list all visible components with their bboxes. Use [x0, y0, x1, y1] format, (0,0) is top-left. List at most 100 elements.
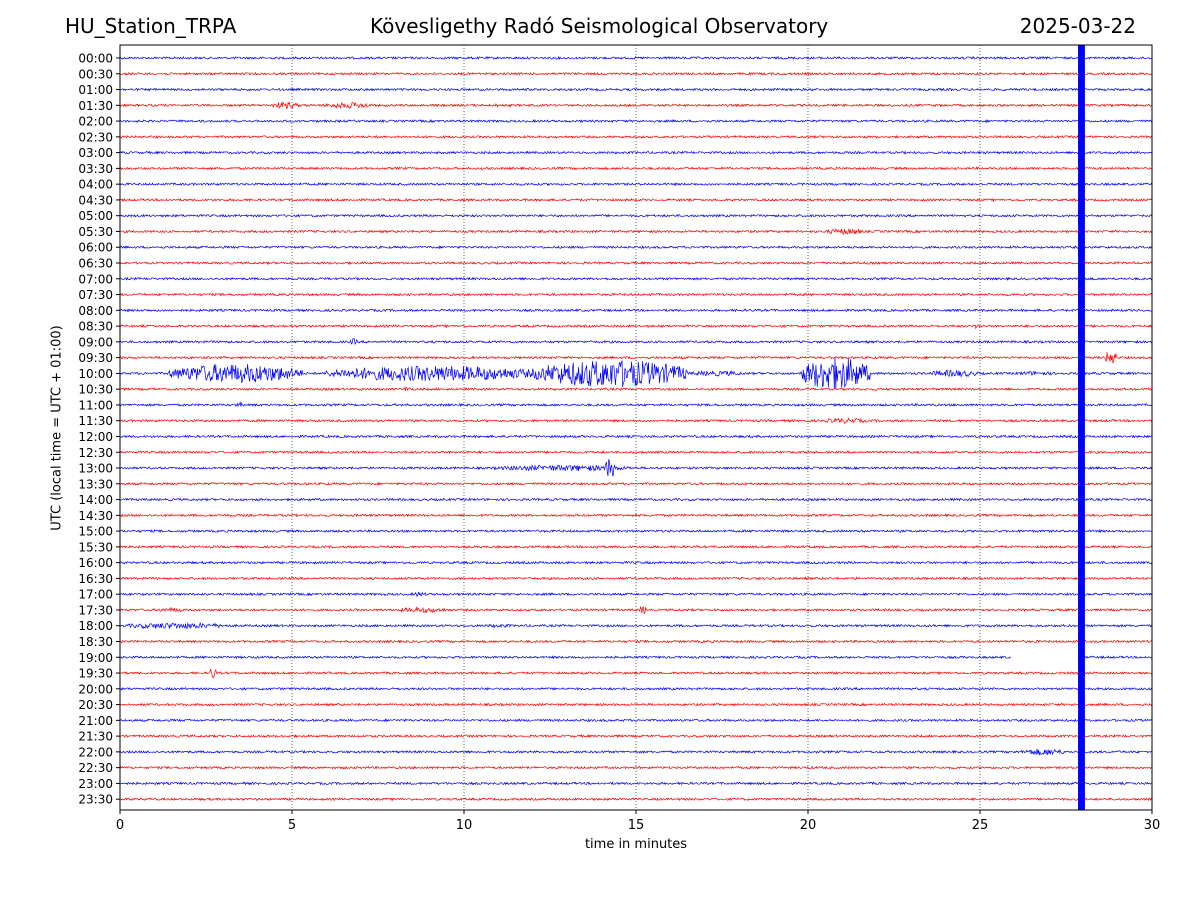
- trace-1830: [119, 639, 1153, 644]
- trace-0530: [119, 227, 1153, 236]
- y-tick-label: 06:00: [78, 241, 113, 255]
- station-title: HU_Station_TRPA: [65, 14, 237, 38]
- y-tick-label: 14:00: [78, 493, 113, 507]
- trace-2230: [119, 765, 1153, 770]
- y-tick-label: 21:30: [78, 730, 113, 744]
- trace-1930: [119, 667, 1153, 679]
- trace-2000: [119, 686, 1153, 691]
- y-tick-label: 14:30: [78, 509, 113, 523]
- trace-0330: [119, 166, 1153, 171]
- trace-2300: [119, 781, 1153, 786]
- y-tick-label: 08:00: [78, 304, 113, 318]
- x-tick-label: 10: [456, 818, 473, 833]
- trace-0730: [119, 292, 1153, 297]
- y-tick-label: 03:30: [78, 162, 113, 176]
- y-tick-label: 19:00: [78, 651, 113, 665]
- y-tick-label: 11:30: [78, 414, 113, 428]
- trace-1700: [119, 591, 1153, 598]
- y-tick-label: 08:30: [78, 320, 113, 334]
- x-tick-label: 30: [1144, 818, 1161, 833]
- y-tick-label: 09:00: [78, 335, 113, 349]
- x-tick-label: 20: [800, 818, 817, 833]
- y-tick-label: 05:30: [78, 225, 113, 239]
- trace-0700: [119, 276, 1153, 281]
- plot-frame: [119, 44, 1153, 811]
- y-tick-label: 06:30: [78, 257, 113, 271]
- y-tick-label: 22:00: [78, 745, 113, 759]
- trace-1400: [119, 497, 1153, 502]
- y-axis-label: UTC (local time = UTC + 01:00): [49, 325, 65, 531]
- y-tick-label: 09:30: [78, 351, 113, 365]
- observatory-title: Kövesligethy Radó Seismological Observat…: [370, 14, 829, 38]
- trace-1130: [119, 417, 1153, 424]
- trace-0130: [119, 101, 1153, 110]
- trace-1230: [119, 450, 1153, 455]
- saturated-band: [1078, 45, 1085, 810]
- y-tick-label: 17:30: [78, 603, 113, 617]
- trace-1300: [120, 458, 1153, 477]
- y-tick-label: 04:30: [78, 193, 113, 207]
- trace-1900: [119, 655, 1153, 660]
- trace-1600: [119, 560, 1153, 565]
- x-tick-label: 0: [116, 818, 124, 833]
- y-tick-label: 01:30: [78, 99, 113, 113]
- trace-0800: [119, 308, 1152, 313]
- y-tick-label: 18:30: [78, 635, 113, 649]
- trace-2100: [119, 718, 1153, 723]
- trace-2130: [119, 733, 1153, 739]
- trace-0630: [119, 260, 1153, 266]
- trace-0600: [119, 245, 1153, 250]
- y-tick-label: 13:30: [78, 477, 113, 491]
- y-tick-label: 21:00: [78, 714, 113, 728]
- y-tick-label: 20:00: [78, 682, 113, 696]
- y-tick-label: 15:00: [78, 525, 113, 539]
- trace-0000: [119, 55, 1152, 61]
- trace-1100: [119, 401, 1153, 408]
- trace-0900: [119, 338, 1153, 346]
- y-tick-label: 11:00: [78, 398, 113, 412]
- y-tick-label: 03:00: [78, 146, 113, 160]
- y-tick-label: 13:00: [78, 462, 113, 476]
- trace-1630: [119, 576, 1153, 581]
- date-title: 2025-03-22: [1019, 14, 1136, 38]
- trace-1030: [119, 386, 1153, 392]
- y-tick-label: 01:00: [78, 83, 113, 97]
- x-tick-label: 5: [288, 818, 296, 833]
- y-tick-label: 10:30: [78, 383, 113, 397]
- trace-0030: [119, 71, 1153, 76]
- y-tick-label: 00:30: [78, 67, 113, 81]
- y-tick-label: 19:30: [78, 667, 113, 681]
- x-tick-label: 25: [972, 818, 989, 833]
- y-tick-label: 20:30: [78, 698, 113, 712]
- trace-0500: [119, 213, 1153, 218]
- x-axis-label: time in minutes: [584, 837, 688, 852]
- trace-0430: [119, 197, 1153, 203]
- y-tick-label: 04:00: [78, 178, 113, 192]
- y-tick-label: 23:30: [78, 793, 113, 807]
- y-tick-label: 23:00: [78, 777, 113, 791]
- trace-0300: [119, 150, 1153, 155]
- y-tick-label: 10:00: [78, 367, 113, 381]
- trace-1530: [119, 544, 1153, 550]
- y-tick-label: 15:30: [78, 540, 113, 554]
- y-tick-label: 02:30: [78, 130, 113, 144]
- y-tick-label: 07:00: [78, 272, 113, 286]
- trace-1500: [119, 529, 1153, 534]
- trace-0400: [119, 182, 1153, 187]
- y-tick-label: 00:00: [78, 52, 113, 66]
- trace-2200: [119, 748, 1153, 756]
- trace-0230: [119, 134, 1153, 139]
- trace-1430: [119, 513, 1153, 518]
- y-tick-label: 16:30: [78, 572, 113, 586]
- trace-1000: [119, 357, 1153, 390]
- trace-1200: [119, 434, 1153, 439]
- trace-0930: [119, 352, 1153, 364]
- trace-1730: [119, 605, 1153, 614]
- y-tick-label: 02:00: [78, 115, 113, 129]
- trace-1330: [119, 481, 1153, 486]
- trace-0200: [119, 119, 1153, 124]
- trace-2030: [119, 702, 1153, 707]
- trace-0100: [119, 87, 1153, 92]
- y-tick-label: 12:00: [78, 430, 113, 444]
